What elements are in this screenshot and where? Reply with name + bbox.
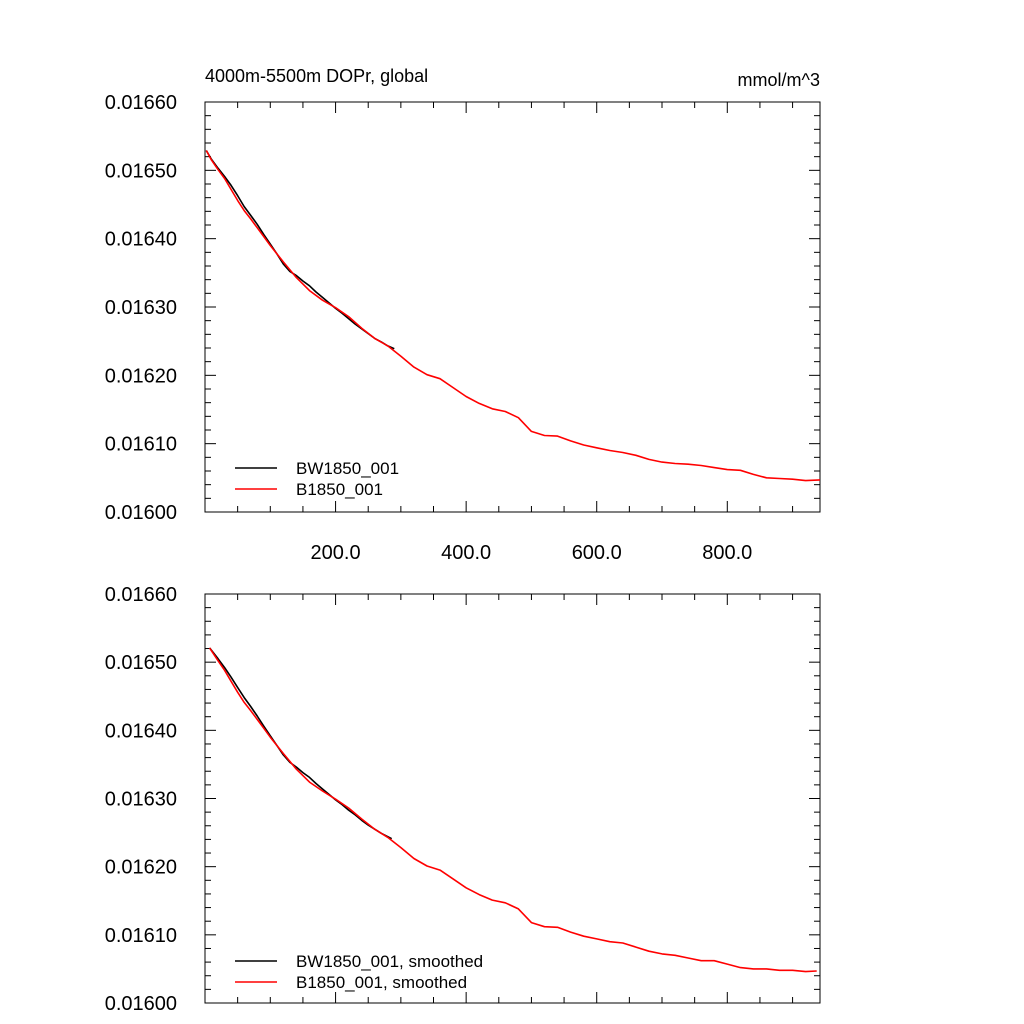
y-tick-label: 0.01640 xyxy=(105,229,177,251)
y-tick-label: 0.01610 xyxy=(105,925,177,947)
y-tick-label: 0.01600 xyxy=(105,502,177,524)
series-line xyxy=(205,150,395,350)
y-tick-label: 0.01650 xyxy=(105,160,177,182)
x-tick-label: 800.0 xyxy=(702,542,752,564)
legend-label: B1850_001 xyxy=(296,480,383,499)
y-tick-label: 0.01620 xyxy=(105,365,177,387)
y-tick-label: 0.01610 xyxy=(105,434,177,456)
x-tick-label: 400.0 xyxy=(441,542,491,564)
chart-title: 4000m-5500m DOPr, global xyxy=(205,66,428,86)
y-tick-label: 0.01660 xyxy=(105,584,177,606)
y-tick-label: 0.01600 xyxy=(105,993,177,1015)
y-tick-label: 0.01630 xyxy=(105,297,177,319)
bottom-panel: 0.01600 0.01610 0.01620 0.01630 0.01640 0.016… xyxy=(105,584,821,1015)
units-label: mmol/m^3 xyxy=(738,70,820,90)
y-tick-label: 0.01660 xyxy=(105,92,177,114)
legend-label: BW1850_001, smoothed xyxy=(296,952,483,971)
y-tick-label: 0.01620 xyxy=(105,857,177,879)
y-tick-label: 0.01640 xyxy=(105,720,177,742)
series-line xyxy=(205,150,821,482)
top-panel: 0.01600 0.01610 0.01620 0.01630 0.01640 0.016… xyxy=(105,92,821,564)
legend-label: B1850_001, smoothed xyxy=(296,973,467,992)
legend-label: BW1850_001 xyxy=(296,459,399,478)
series-line xyxy=(208,647,393,840)
series-line xyxy=(208,647,817,973)
x-tick-label: 600.0 xyxy=(572,542,622,564)
y-tick-label: 0.01650 xyxy=(105,652,177,674)
plot-frame xyxy=(204,593,821,1004)
x-tick-label: 200.0 xyxy=(311,542,361,564)
plot-frame xyxy=(204,101,821,513)
y-tick-label: 0.01630 xyxy=(105,789,177,811)
